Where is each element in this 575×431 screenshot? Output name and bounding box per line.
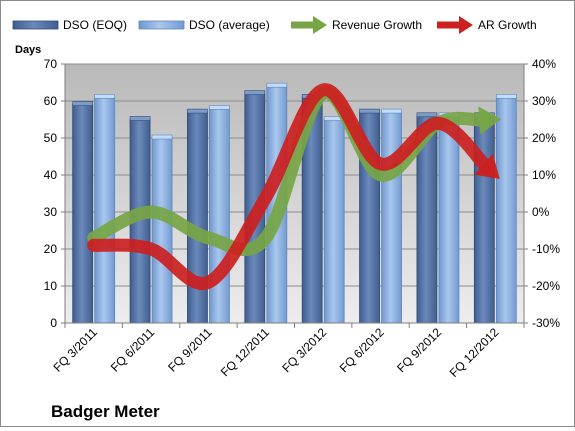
bar-cap-dso-average [209, 105, 230, 110]
bar-cap-dso-eoq [416, 112, 438, 118]
legend-label-revenue-growth: Revenue Growth [332, 18, 422, 32]
chart-title: Badger Meter [51, 402, 160, 421]
bar-dso-eoq [72, 104, 94, 324]
line-ar-growth [87, 83, 493, 291]
y-tick-label: 70 [44, 57, 58, 71]
x-tick-label: FQ 6/2012 [337, 325, 387, 375]
bar-dso-average [94, 96, 116, 324]
bar-dso-average [381, 111, 402, 324]
bar-dso-average [151, 137, 173, 324]
legend-label-ar-growth: AR Growth [478, 18, 537, 32]
legend: DSO (EOQ) DSO (average) Revenue Growth AR G… [12, 16, 537, 34]
x-tick-label: FQ 9/2012 [394, 325, 444, 375]
bar-cap-dso-eoq [359, 108, 380, 114]
bar-dso-average [495, 96, 517, 324]
y-tick-label: 50 [44, 131, 58, 145]
y2-tick-label: 0% [532, 205, 550, 219]
x-tick-labels: FQ 3/2011 FQ 6/2011 FQ 9/2011 FQ 12/2011 FQ … [50, 325, 501, 380]
y-tick-label: 20 [44, 242, 58, 256]
x-tick-label: FQ 3/2011 [50, 325, 100, 375]
x-tick-label: FQ 12/2011 [218, 325, 272, 379]
y-tick-label: 0 [50, 316, 57, 330]
bar-cap-dso-average [94, 94, 115, 99]
axes [61, 63, 528, 328]
legend-swatch-dso-average [138, 20, 185, 30]
x-tick-label: FQ 3/2012 [279, 325, 329, 375]
legend-arrowhead-ar-growth [459, 16, 473, 34]
y2-tick-label: -30% [532, 316, 560, 330]
legend-label-dso-eoq: DSO (EOQ) [63, 18, 127, 32]
y2-tick-label: 10% [532, 168, 556, 182]
y2-tick-label: -10% [532, 242, 560, 256]
arrowhead-revenue-growth [478, 106, 502, 135]
y-tick-label: 30 [44, 205, 58, 219]
y-tick-labels: 0 10 20 30 40 50 60 70 [44, 57, 58, 330]
y2-tick-label: -20% [532, 279, 560, 293]
y-tick-label: 60 [44, 94, 58, 108]
y-tick-label: 40 [44, 168, 58, 182]
y2-tick-label: 30% [532, 94, 556, 108]
bar-cap-dso-eoq [187, 108, 208, 114]
legend-arrowhead-revenue-growth [313, 16, 327, 34]
bar-dso-average [323, 119, 345, 324]
bar-cap-dso-average [151, 134, 173, 140]
bar-cap-dso-eoq [129, 116, 151, 121]
bar-dso-average [209, 108, 230, 324]
x-tick-label: FQ 6/2011 [108, 325, 158, 375]
x-tick-label: FQ 12/2012 [447, 325, 502, 380]
y-axis-title: Days [15, 44, 41, 56]
legend-swatch-dso-eoq [12, 20, 59, 30]
y2-tick-label: 40% [532, 57, 556, 71]
arrowhead-ar-growth [474, 153, 500, 180]
bar-cap-dso-eoq [244, 90, 266, 95]
bar-cap-dso-average [266, 82, 288, 88]
bar-dso-average [438, 115, 460, 324]
legend-label-dso-average: DSO (average) [189, 18, 270, 32]
y2-tick-label: 20% [532, 131, 556, 145]
y2-tick-labels: -30% -20% -10% 0% 10% 20% 30% 40% [532, 57, 560, 330]
y-tick-label: 10 [44, 279, 58, 293]
bar-cap-dso-average [381, 108, 402, 114]
bar-dso-eoq [187, 111, 208, 324]
x-tick-label: FQ 9/2011 [165, 325, 215, 375]
bar-cap-dso-eoq [72, 101, 93, 106]
bar-cap-dso-average [496, 94, 517, 99]
growth-lines [87, 83, 502, 291]
